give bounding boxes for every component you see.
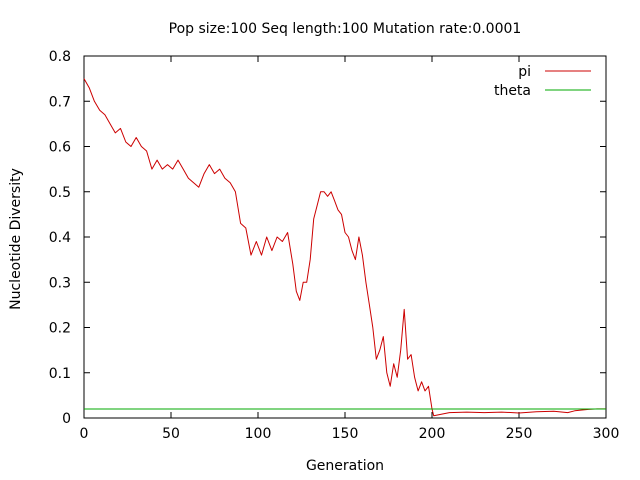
y-tick-label: 0.1 xyxy=(49,366,71,382)
x-tick-label: 50 xyxy=(162,426,180,442)
legend-label-theta: theta xyxy=(494,83,531,99)
y-tick-label: 0 xyxy=(62,411,71,427)
x-tick-label: 100 xyxy=(245,426,272,442)
plot-frame xyxy=(83,55,607,419)
series-lines xyxy=(83,78,606,417)
y-tick-label: 0.6 xyxy=(49,140,71,156)
axis-ticks: 0 50 100 150 200 250 300 0 0.1 0.2 0.3 0.4 0.5 0.6 0.7… xyxy=(49,49,620,442)
x-tick-label: 150 xyxy=(332,426,359,442)
legend-label-pi: pi xyxy=(518,64,531,80)
series-line-pi xyxy=(83,78,606,417)
chart-title: Pop size:100 Seq length:100 Mutation rat… xyxy=(169,21,522,37)
y-tick-label: 0.2 xyxy=(49,321,71,337)
y-axis-label: Nucleotide Diversity xyxy=(8,168,24,310)
y-tick-label: 0.7 xyxy=(49,94,71,110)
legend: pi theta xyxy=(494,64,591,99)
x-axis-label: Generation xyxy=(306,458,384,474)
x-tick-label: 200 xyxy=(419,426,446,442)
y-tick-label: 0.5 xyxy=(49,185,71,201)
x-tick-label: 300 xyxy=(593,426,620,442)
x-tick-label: 250 xyxy=(506,426,533,442)
x-tick-label: 0 xyxy=(80,426,89,442)
y-tick-label: 0.3 xyxy=(49,275,71,291)
y-tick-label: 0.8 xyxy=(49,49,71,65)
y-tick-label: 0.4 xyxy=(49,230,71,246)
